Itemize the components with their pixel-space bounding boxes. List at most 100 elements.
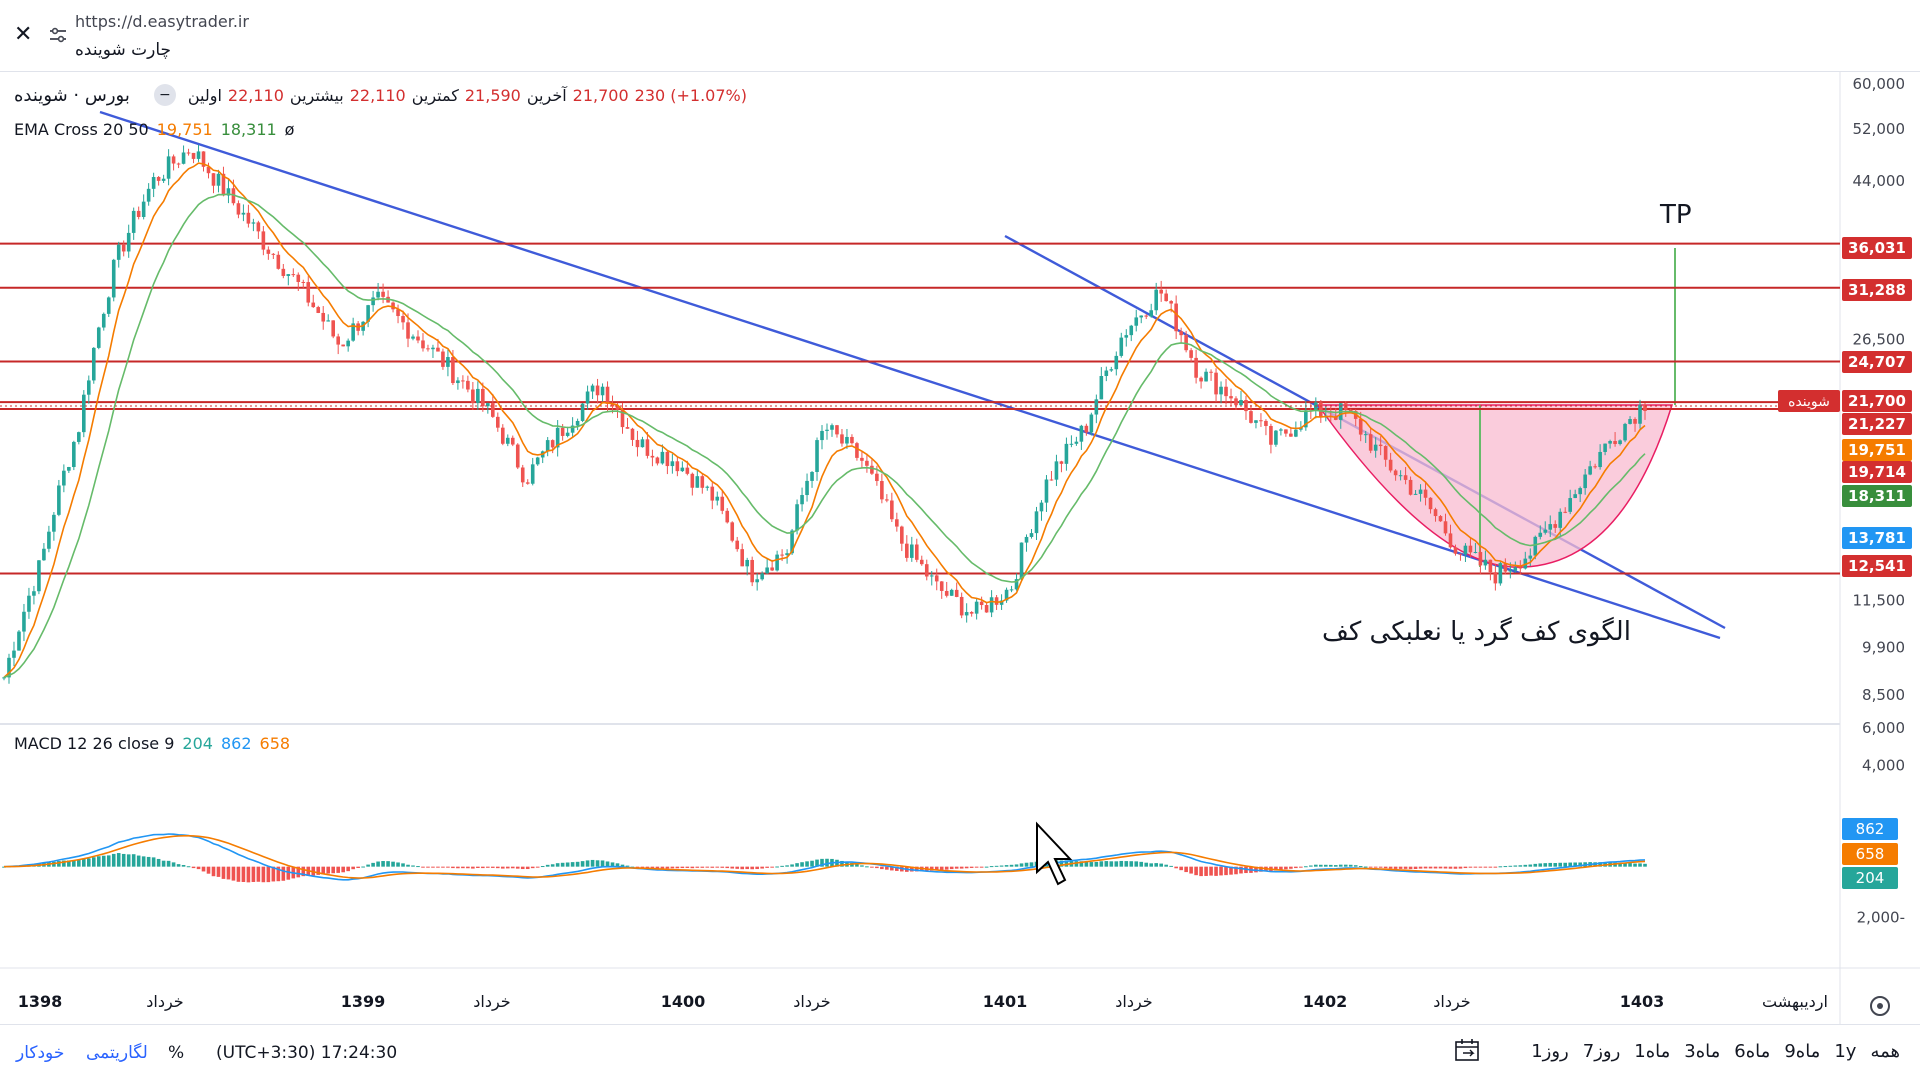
macd-histogram-bar — [1468, 866, 1473, 868]
macd-histogram-bar — [914, 866, 919, 872]
candle-body — [1004, 589, 1009, 601]
candle-body — [590, 385, 595, 392]
range-button[interactable]: 1ماه — [1634, 1041, 1671, 1062]
price-level-badge-text: 19,714 — [1848, 463, 1906, 481]
macd-histogram-bar — [1189, 866, 1193, 874]
candle-body — [7, 657, 11, 678]
log-toggle[interactable]: لگاریتمی — [86, 1043, 148, 1063]
macd-histogram-bar — [690, 866, 695, 869]
percent-toggle[interactable]: % — [168, 1043, 185, 1063]
cup-pattern-area — [1316, 404, 1674, 568]
collapse-icon[interactable]: − — [153, 84, 176, 106]
candle-body — [905, 543, 909, 558]
macd-histogram-bar — [895, 866, 899, 871]
macd-histogram-bar — [1059, 860, 1064, 867]
price-axis-label: 26,500 — [1853, 331, 1906, 349]
macd-histogram-bar — [111, 853, 116, 867]
macd-histogram-bar — [680, 866, 685, 869]
macd-histogram-bar — [660, 866, 665, 869]
chart-area[interactable]: 60,000 52,000 44,000 26,500 11,500 9,900 8,500… — [0, 72, 1920, 1024]
candle-body — [311, 302, 316, 308]
range-button[interactable]: 7روز — [1582, 1041, 1621, 1062]
candle-body — [505, 437, 510, 444]
macd-value-badge-text: 862 — [1856, 820, 1885, 838]
candle-body — [191, 152, 196, 159]
macd-histogram-bar — [96, 856, 101, 867]
candle-body — [725, 510, 730, 523]
macd-histogram-bar — [745, 866, 749, 870]
range-button[interactable]: 1روز — [1531, 1041, 1569, 1062]
candle-body — [131, 210, 136, 233]
candle-body — [461, 380, 465, 382]
range-button[interactable]: 6ماه — [1734, 1041, 1771, 1062]
macd-histogram-bar — [1314, 864, 1318, 867]
macd-histogram-bar — [82, 858, 86, 867]
macd-histogram-bar — [1473, 866, 1478, 868]
symbol-badge-text: شوینده — [1788, 394, 1830, 410]
candle-body — [146, 188, 151, 202]
calendar-icon[interactable] — [1454, 1037, 1482, 1063]
macd-histogram-bar — [1234, 866, 1238, 875]
candle-body — [42, 548, 46, 561]
ema-label[interactable]: EMA Cross 20 50 — [14, 120, 149, 139]
macd-histogram-bar — [1294, 866, 1298, 869]
range-button[interactable]: 3ماه — [1684, 1041, 1721, 1062]
macd-histogram-bar — [954, 866, 959, 869]
timezone-clock[interactable]: (UTC+3:30) 17:24:30 — [216, 1043, 398, 1063]
macd-histogram-bar — [301, 866, 306, 877]
macd-histogram-bar — [560, 862, 565, 867]
settings-sliders-icon[interactable] — [48, 26, 68, 44]
candle-body — [850, 436, 854, 444]
candle-body — [1578, 488, 1582, 495]
macd-label[interactable]: MACD 12 26 close 9 — [14, 734, 175, 753]
macd-histogram-bar — [880, 866, 884, 870]
candle-body — [1588, 466, 1592, 475]
close-icon[interactable]: ✕ — [14, 22, 33, 47]
settings-gear-icon[interactable] — [1870, 996, 1890, 1016]
range-button[interactable]: 9ماه — [1784, 1041, 1821, 1062]
candle-body — [401, 316, 405, 323]
candle-body — [321, 312, 326, 322]
macd-histogram-bar — [1413, 866, 1418, 869]
macd-histogram-bar — [1368, 866, 1373, 868]
macd-histogram-bar — [121, 853, 126, 867]
macd-histogram-bar — [720, 866, 725, 868]
candle-body — [635, 439, 640, 448]
price-chart-svg[interactable]: 60,000 52,000 44,000 26,500 11,500 9,900 8,500… — [0, 72, 1920, 1024]
time-axis-label: 1403 — [1620, 992, 1665, 1011]
macd-histogram-bar — [316, 866, 321, 875]
macd-histogram-bar — [131, 854, 136, 867]
candle-body — [416, 336, 420, 341]
candle-body — [116, 244, 121, 260]
candle-body — [800, 495, 804, 505]
macd-histogram-bar — [251, 866, 256, 882]
symbol-name[interactable]: بورس · شوینده — [14, 84, 130, 106]
macd-histogram-bar — [1403, 866, 1408, 869]
macd-histogram-bar — [760, 866, 764, 869]
macd-histogram-bar — [1553, 863, 1558, 867]
candle-body — [1264, 420, 1268, 427]
macd-histogram-bar — [650, 866, 655, 869]
candle-body — [436, 347, 440, 352]
candle-body — [929, 575, 934, 577]
candle-body — [336, 336, 340, 345]
auto-toggle[interactable]: خودکار — [16, 1043, 65, 1063]
candle-body — [1548, 524, 1553, 530]
price-level-badge-text: 21,700 — [1848, 392, 1906, 410]
candle-body — [351, 323, 355, 341]
candle-body — [740, 549, 745, 567]
candle-body — [1064, 443, 1069, 464]
candle-body — [241, 212, 246, 215]
candle-body — [381, 291, 385, 297]
candle-body — [166, 156, 171, 179]
candle-body — [870, 465, 874, 474]
macd-histogram-bar — [401, 863, 405, 867]
candle-body — [1199, 377, 1203, 382]
macd-histogram-bar — [1084, 861, 1089, 867]
range-button[interactable]: 1y — [1834, 1041, 1857, 1062]
candle-body — [855, 443, 859, 458]
candle-body — [1144, 315, 1149, 317]
range-button[interactable]: همه — [1870, 1041, 1900, 1062]
macd-histogram-bar — [1523, 864, 1528, 867]
price-level-badge — [1842, 439, 1912, 461]
